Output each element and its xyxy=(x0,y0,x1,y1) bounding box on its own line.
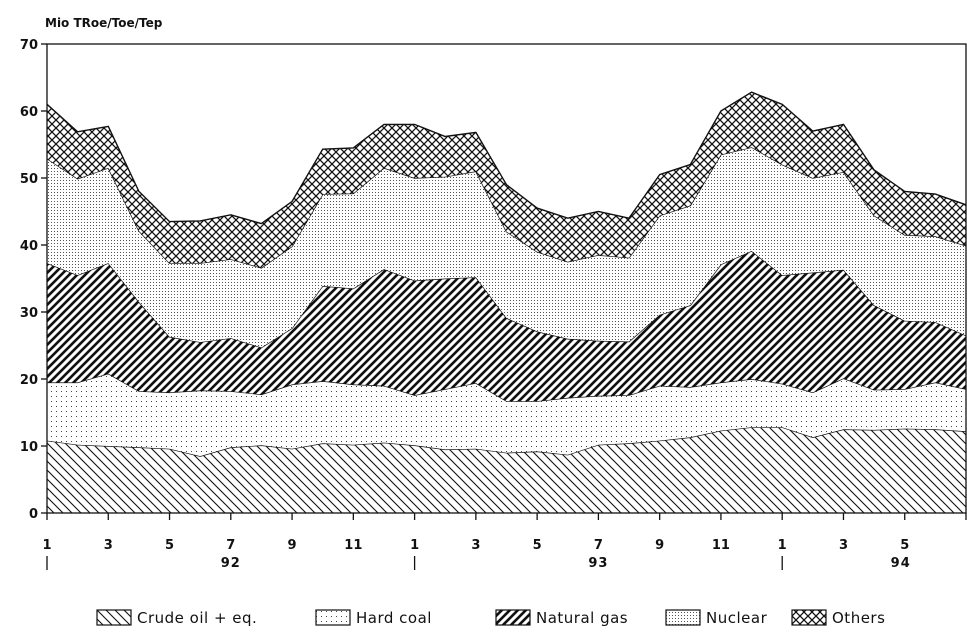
y-tick-label: 20 xyxy=(20,373,38,388)
x-tick-label: 1 xyxy=(778,538,787,553)
y-tick-label: 60 xyxy=(20,105,38,120)
x-tick-label: 9 xyxy=(655,538,664,553)
plot-border xyxy=(46,43,967,514)
area-hard-coal xyxy=(47,373,966,457)
x-tick-label: 9 xyxy=(288,538,297,553)
legend-swatch-nuclear xyxy=(665,609,701,626)
y-tick-label: 70 xyxy=(20,38,38,53)
x-tick-label: 3 xyxy=(471,538,480,553)
legend-label-hard-coal: Hard coal xyxy=(356,609,432,627)
year-label: 94 xyxy=(891,556,911,571)
year-label: 92 xyxy=(221,556,241,571)
x-axis: 1 3 5 7 9 11 1 3 5 7 9 11 1 3 5 xyxy=(42,513,967,553)
x-tick-label: 1 xyxy=(410,538,419,553)
legend-label-crude-oil-eq: Crude oil + eq. xyxy=(137,609,257,627)
y-tick-label: 10 xyxy=(20,440,38,455)
area-crude-oil-eq xyxy=(47,427,966,513)
x-tick-label: 5 xyxy=(533,538,542,553)
legend-swatch-crude-oil-eq xyxy=(96,609,132,626)
x-tick-label: 11 xyxy=(712,538,730,553)
x-tick-label: 3 xyxy=(839,538,848,553)
y-axis: 0 10 20 30 40 50 60 70 xyxy=(20,38,47,522)
legend-swatch-hard-coal xyxy=(315,609,351,626)
y-tick-label: 50 xyxy=(20,172,38,187)
x-tick-label: 5 xyxy=(165,538,174,553)
legend-swatch-natural-gas xyxy=(495,609,531,626)
line-others xyxy=(46,91,967,225)
y-tick-label: 40 xyxy=(20,239,38,254)
area-nuclear xyxy=(47,147,966,348)
year-label: 93 xyxy=(588,556,608,571)
legend-label-natural-gas: Natural gas xyxy=(536,609,628,627)
y-tick-label: 0 xyxy=(29,507,38,522)
x-tick-label: 11 xyxy=(344,538,362,553)
x-tick-label: 5 xyxy=(900,538,909,553)
x-tick-label: 7 xyxy=(594,538,603,553)
area-natural-gas xyxy=(47,251,966,402)
legend-swatch-others xyxy=(791,609,827,626)
series-areas xyxy=(46,91,967,513)
x-tick-label: 3 xyxy=(104,538,113,553)
legend-label-nuclear: Nuclear xyxy=(706,609,768,627)
plot-frame xyxy=(46,43,967,514)
area-others xyxy=(47,92,966,268)
legend-label-others: Others xyxy=(832,609,885,627)
y-axis-unit-label: Mio TRoe/Toe/Tep xyxy=(45,16,163,30)
x-tick-label: 7 xyxy=(226,538,235,553)
x-tick-label: 1 xyxy=(42,538,51,553)
legend: Crude oil + eq. Hard coal Natural gas Nucle… xyxy=(96,609,885,627)
year-labels: 92 93 94 xyxy=(46,556,911,571)
y-tick-label: 30 xyxy=(20,306,38,321)
